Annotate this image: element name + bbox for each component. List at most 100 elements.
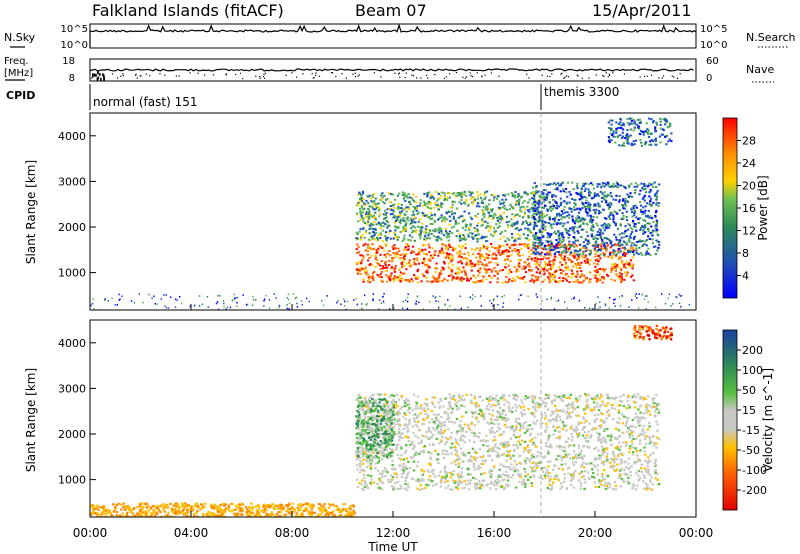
power-cell: [587, 201, 590, 204]
freq-point: [484, 74, 486, 76]
power-cell: [631, 215, 634, 218]
velocity-cell: [587, 430, 591, 433]
power-cell: [469, 277, 472, 280]
power-cell: [656, 228, 659, 231]
power-cell: [550, 210, 553, 212]
power-cell: [544, 261, 547, 264]
velocity-cell: [398, 423, 402, 426]
power-cell: [635, 249, 638, 252]
power-cell: [491, 269, 494, 272]
power-cell: [517, 270, 520, 273]
velocity-cell: [476, 468, 480, 471]
power-cell: [584, 306, 586, 309]
power-cell: [421, 249, 424, 252]
velocity-cell: [462, 451, 465, 454]
power-cell: [436, 280, 440, 282]
power-cell: [468, 226, 471, 229]
velocity-cell: [558, 437, 561, 440]
velocity-cell: [531, 427, 534, 430]
velocity-cell: [520, 406, 523, 409]
power-cell: [641, 197, 644, 200]
power-cell: [635, 247, 638, 250]
power-cell: [443, 216, 446, 219]
power-cell: [434, 297, 436, 299]
velocity-cell: [556, 477, 559, 480]
power-cell: [357, 271, 360, 274]
power-cell: [363, 202, 366, 205]
power-cell: [355, 231, 358, 234]
power-cell: [367, 280, 370, 283]
velocity-cell: [472, 456, 476, 459]
power-cell: [630, 250, 633, 253]
velocity-cell: [434, 420, 437, 423]
power-cell: [363, 222, 367, 225]
power-cell: [499, 218, 502, 221]
freq-point: [120, 75, 122, 77]
power-cell: [233, 293, 235, 296]
power-cell: [372, 277, 375, 280]
power-cell: [429, 207, 433, 210]
power-cell: [531, 247, 534, 250]
velocity-cell: [465, 430, 468, 433]
velocity-cell: [367, 398, 371, 401]
velocity-cell: [507, 475, 510, 479]
power-cell: [386, 225, 389, 228]
velocity-cell: [489, 487, 492, 490]
power-cell: [619, 305, 622, 307]
power-cell: [641, 186, 644, 189]
power-cell: [485, 278, 488, 281]
power-cell: [367, 246, 370, 249]
power-cell: [398, 257, 401, 260]
power-cell: [573, 242, 576, 245]
freq-point: [469, 72, 471, 74]
power-cell: [412, 245, 415, 248]
power-cell: [414, 206, 417, 209]
power-cell: [491, 302, 493, 305]
power-cell: [594, 210, 597, 213]
power-cell: [624, 230, 627, 233]
power-cell: [475, 205, 479, 208]
power-cell: [662, 118, 665, 121]
power-cell: [559, 190, 562, 193]
power-cell: [179, 296, 181, 298]
power-cell: [482, 213, 485, 216]
freq-point: [259, 77, 261, 79]
power-cell: [383, 217, 386, 220]
power-cell: [394, 247, 397, 250]
power-cell: [368, 212, 371, 215]
power-cell: [463, 210, 466, 213]
power-cell: [571, 215, 574, 218]
velocity-cell: [496, 446, 499, 449]
power-cell: [457, 276, 460, 279]
velocity-cell: [605, 474, 608, 477]
power-cell: [464, 238, 468, 241]
power-cell: [490, 225, 493, 228]
velocity-cell: [505, 417, 508, 420]
velocity-cell: [538, 461, 541, 464]
power-cell: [644, 225, 647, 228]
power-cell: [549, 245, 552, 248]
power-cell: [536, 206, 539, 209]
power-cell: [440, 272, 443, 275]
velocity-cell: [614, 437, 617, 440]
power-cell: [377, 202, 380, 205]
power-cell: [602, 208, 605, 211]
freq-point: [296, 76, 298, 78]
velocity-cell: [419, 442, 422, 445]
power-cell: [375, 249, 378, 252]
power-cell: [409, 218, 412, 221]
velocity-cell: [398, 432, 401, 435]
power-cell: [567, 258, 570, 261]
velocity-cell: [535, 466, 539, 469]
power-cell: [561, 216, 564, 219]
power-cell: [609, 214, 612, 216]
velocity-cell: [517, 435, 520, 439]
power-cell: [429, 197, 432, 200]
power-cell: [614, 224, 617, 227]
velocity-cell: [474, 459, 477, 462]
power-cell: [534, 248, 537, 251]
velocity-cell: [599, 441, 603, 444]
power-cell: [423, 244, 426, 247]
power-cell: [418, 251, 421, 254]
power-cell: [588, 194, 591, 197]
